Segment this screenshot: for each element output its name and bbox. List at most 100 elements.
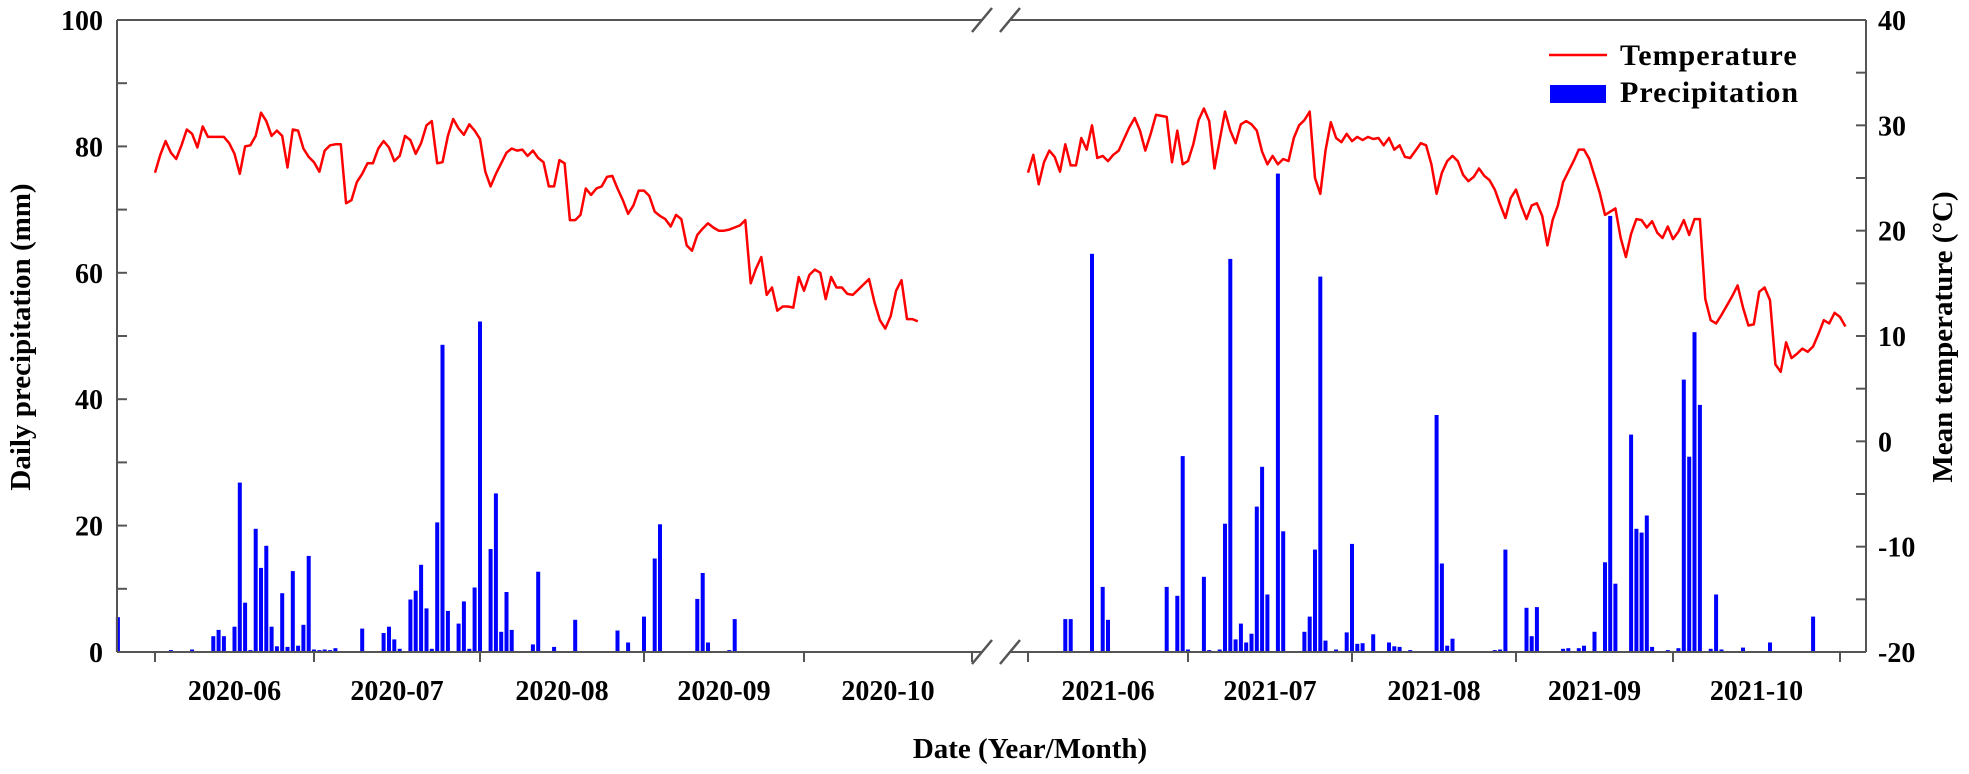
precipitation-bar — [1186, 649, 1190, 652]
precipitation-bar — [1201, 576, 1206, 652]
precipitation-bar — [1217, 649, 1222, 652]
precipitation-bar — [1281, 531, 1286, 652]
precipitation-bar — [1629, 434, 1634, 652]
precipitation-bar — [467, 648, 472, 652]
x-axis-title: Date (Year/Month) — [913, 733, 1147, 765]
y-left-tick-label: 20 — [75, 512, 103, 543]
y-left-tick-label: 80 — [75, 132, 103, 163]
precipitation-bar — [1302, 631, 1307, 652]
precipitation-bar — [429, 648, 434, 652]
y-right-tick-label: 0 — [1878, 427, 1892, 458]
precipitation-bar — [700, 573, 705, 652]
precipitation-bar — [461, 601, 466, 652]
precipitation-bar — [413, 590, 418, 652]
x-month-label: 2020-09 — [677, 676, 770, 707]
precipitation-bar — [1344, 632, 1349, 652]
precipitation-bar — [1068, 619, 1073, 652]
precipitation-bar — [280, 593, 285, 652]
precipitation-bar — [1106, 619, 1110, 652]
precipitation-bar — [1397, 646, 1402, 652]
precipitation-bar — [232, 626, 237, 652]
precipitation-bar — [1681, 379, 1686, 652]
axis-break-mark — [999, 7, 1021, 33]
precipitation-bar — [1164, 586, 1169, 652]
precipitation-bar — [296, 645, 301, 652]
precipitation-bar — [499, 631, 504, 652]
precipitation-bar — [1650, 646, 1655, 652]
precipitation-bar — [1223, 523, 1227, 652]
precipitation-bar — [1566, 648, 1571, 652]
precipitation-bar — [360, 628, 365, 652]
precipitation-bar — [1603, 562, 1607, 652]
precipitation-bar — [1175, 595, 1180, 652]
precipitation-bar — [216, 629, 221, 652]
precipitation-bar — [1244, 642, 1249, 652]
precipitation-bar — [573, 619, 578, 652]
axis-break-mark — [999, 639, 1021, 665]
y-right-tick-label: 20 — [1878, 217, 1906, 248]
precipitation-bar — [1249, 633, 1254, 652]
x-month-label: 2021-08 — [1387, 676, 1480, 707]
precipitation-bar — [1498, 649, 1503, 652]
precipitation-bar — [552, 646, 557, 652]
precipitation-bar — [1254, 506, 1259, 652]
legend: Temperature Precipitation — [1549, 39, 1799, 109]
precipitation-bar — [253, 528, 258, 652]
precipitation-bar — [1524, 607, 1529, 652]
precipitation-bar — [1644, 515, 1649, 652]
precipitation-bar — [1741, 647, 1745, 652]
axes: 0 20 40 60 80 100 -20 -10 0 10 20 30 40 2020-06 2020-0… — [61, 6, 1915, 707]
temperature-line — [1026, 107, 1847, 374]
precipitation-bar — [1350, 543, 1354, 652]
precipitation-bar — [1719, 649, 1724, 652]
precipitation-bar — [1676, 648, 1681, 652]
precipitation-bar — [652, 558, 657, 652]
precipitation-bar — [1238, 623, 1243, 652]
precipitation-bar — [211, 636, 216, 652]
axis-break-mark — [971, 7, 993, 33]
precipitation-bar — [1697, 404, 1702, 652]
precipitation-bar — [472, 587, 477, 652]
legend-precipitation-label: Precipitation — [1620, 76, 1799, 109]
x-month-label: 2020-08 — [515, 676, 608, 707]
precipitation-bar — [285, 646, 290, 652]
precipitation-bar — [1228, 258, 1233, 652]
y-left-tick-label: 100 — [61, 6, 103, 37]
precipitation-bar — [1371, 634, 1376, 652]
y-right-tick-label: -20 — [1878, 638, 1915, 669]
precipitation-bar — [1439, 563, 1444, 652]
x-month-label: 2021-09 — [1548, 676, 1641, 707]
precipitation-bar — [1313, 549, 1317, 652]
precipitation-bar — [706, 642, 710, 652]
legend-temperature-label: Temperature — [1620, 39, 1798, 72]
precipitation-bar — [1392, 646, 1397, 652]
precipitation-bar — [306, 555, 311, 652]
precipitation-bar — [290, 571, 295, 652]
precipitation-bar — [1307, 616, 1312, 652]
temperature-line — [153, 111, 919, 330]
precipitation-bar — [435, 522, 440, 652]
x-month-label: 2021-10 — [1710, 676, 1803, 707]
precipitation-bar — [1275, 173, 1280, 652]
precipitation-bar — [1708, 648, 1713, 652]
precipitation-bar — [387, 626, 391, 652]
x-month-label: 2020-06 — [188, 676, 281, 707]
precipitation-bar — [322, 649, 327, 652]
precipitation-bar — [1233, 639, 1238, 652]
precipitation-bar — [536, 571, 541, 652]
precipitation-bar — [1561, 648, 1566, 652]
precipitation-bar — [1434, 415, 1439, 652]
precipitation-bar — [1090, 253, 1094, 653]
precipitation-bar — [1445, 645, 1450, 652]
precipitation-bar — [1450, 638, 1455, 652]
precipitation-bar — [424, 608, 429, 652]
precipitation-bar — [381, 633, 386, 652]
precipitation-bar — [456, 623, 461, 652]
precipitation-bar — [530, 644, 535, 652]
precipitation-bar — [269, 626, 274, 652]
precipitation-bar — [1503, 549, 1508, 652]
precipitation-bar — [1323, 640, 1328, 652]
precipitation-bar — [1063, 619, 1068, 652]
precipitation-bar — [509, 629, 514, 652]
